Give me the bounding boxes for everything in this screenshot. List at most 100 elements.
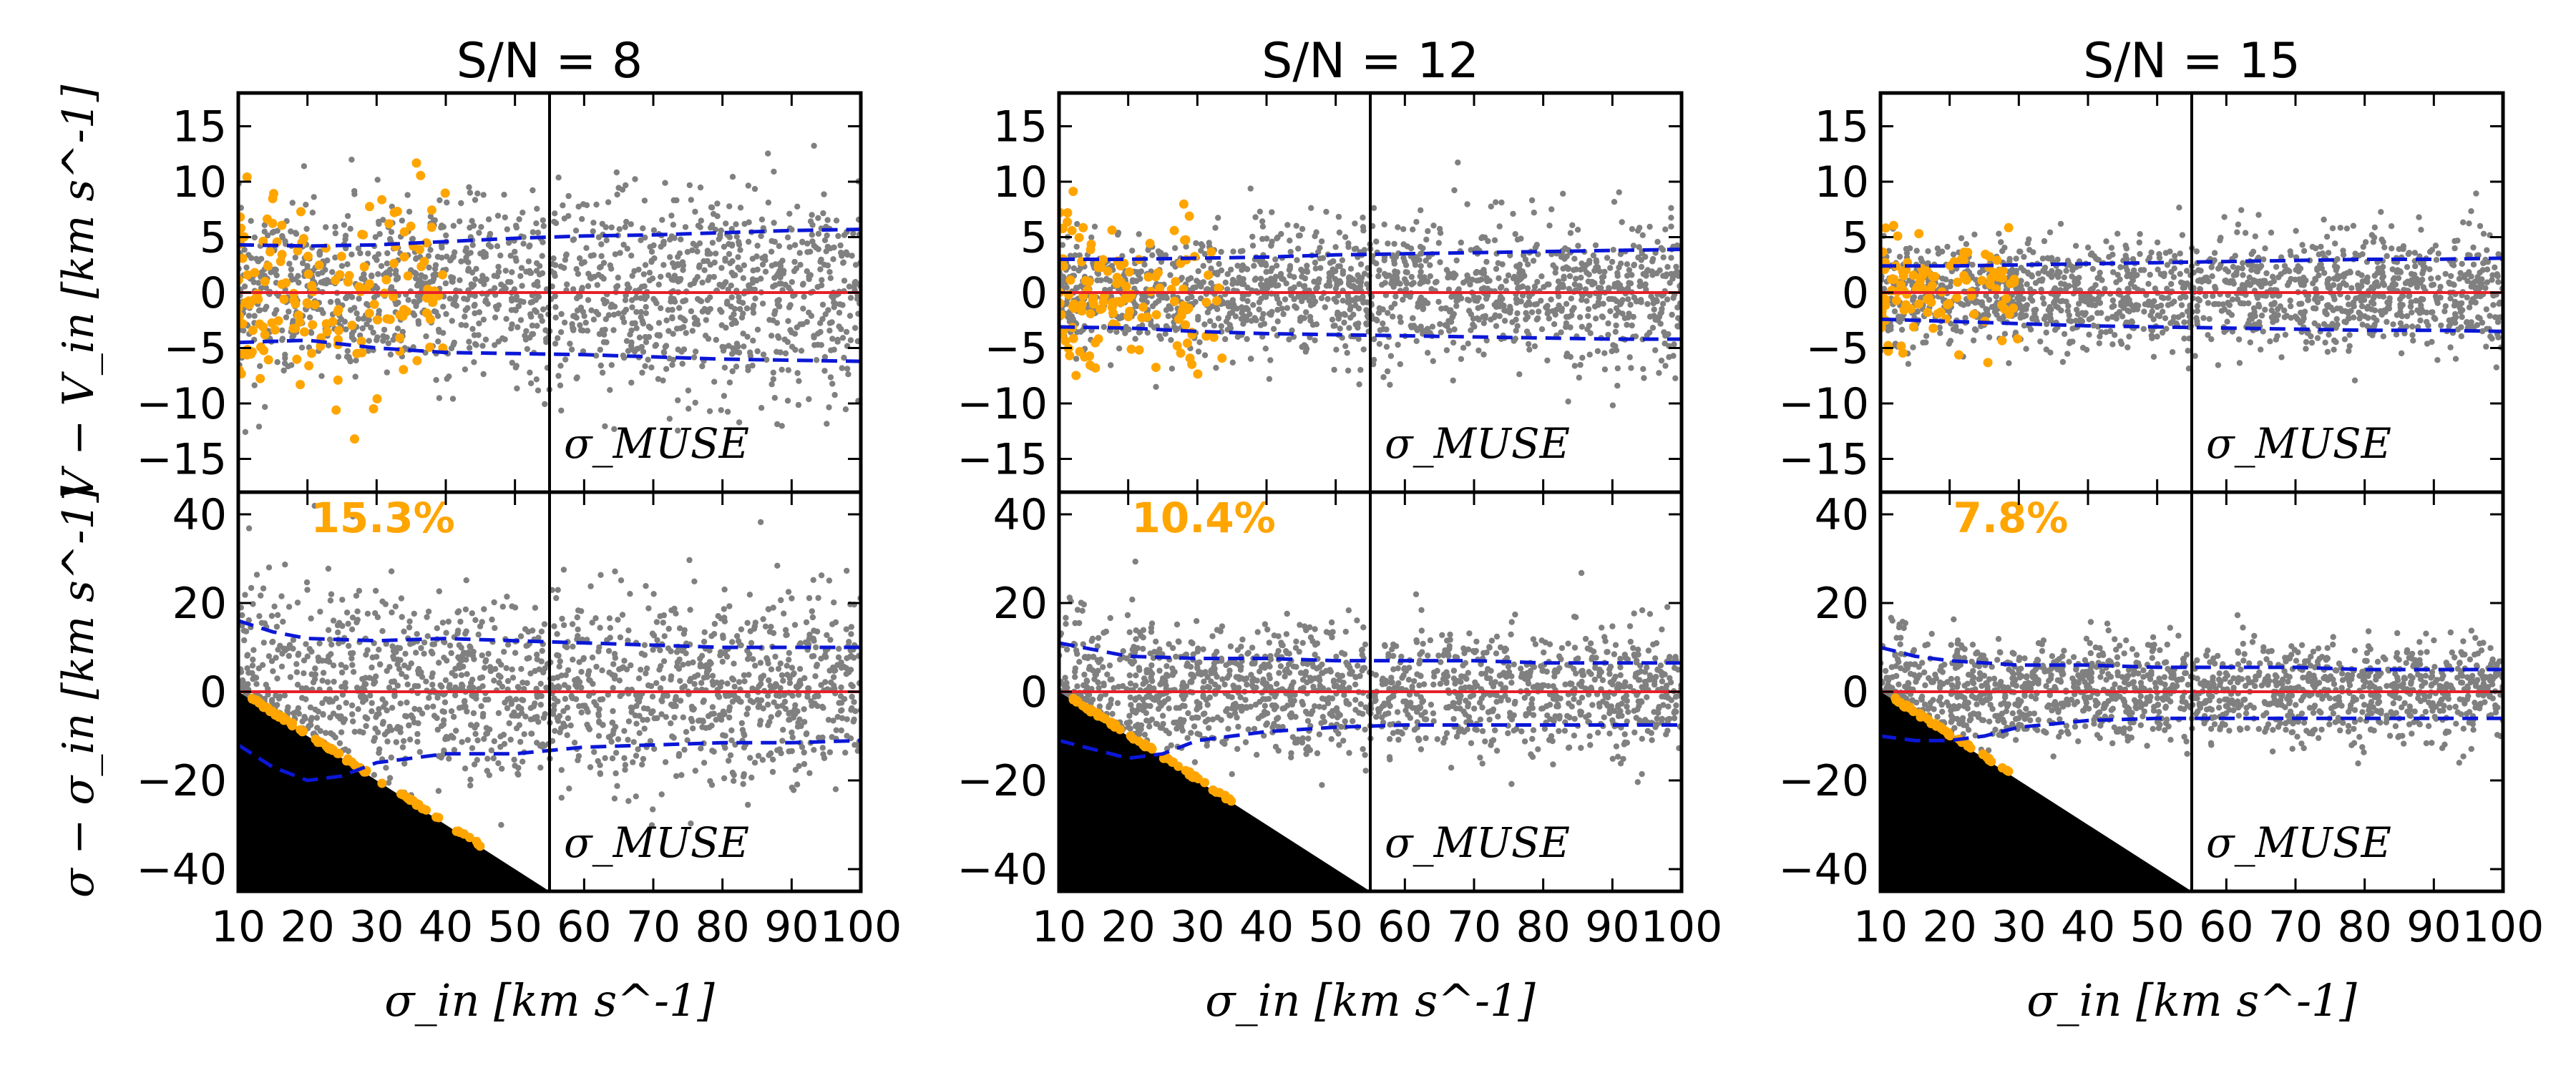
scatter-point xyxy=(1385,310,1391,316)
scatter-point xyxy=(799,321,806,328)
scatter-point xyxy=(1222,335,1229,343)
scatter-point xyxy=(643,583,649,589)
scatter-point xyxy=(612,723,619,730)
scatter-point xyxy=(605,199,612,205)
scatter-point xyxy=(570,656,576,663)
scatter-point xyxy=(1249,233,1256,240)
scatter-point xyxy=(1287,273,1293,279)
highlight-point xyxy=(1086,240,1096,249)
scatter-point xyxy=(585,297,592,303)
scatter-point xyxy=(608,301,615,308)
scatter-point xyxy=(831,682,837,689)
highlight-point xyxy=(426,205,436,215)
scatter-point xyxy=(399,744,406,750)
scatter-point xyxy=(735,695,741,702)
scatter-point xyxy=(1544,310,1551,317)
scatter-point xyxy=(690,240,696,247)
scatter-point xyxy=(829,293,835,300)
scatter-point xyxy=(1352,302,1359,309)
scatter-point xyxy=(1468,311,1475,318)
scatter-point xyxy=(474,737,481,744)
highlight-point xyxy=(1112,297,1122,307)
scatter-point xyxy=(332,254,338,261)
scatter-point xyxy=(469,325,476,332)
scatter-point xyxy=(615,617,621,623)
scatter-point xyxy=(383,765,389,771)
scatter-point xyxy=(1114,231,1121,238)
scatter-point xyxy=(1273,263,1280,269)
scatter-point xyxy=(743,711,750,717)
lower-envelope-line xyxy=(1059,325,1682,341)
scatter-point xyxy=(599,667,605,674)
scatter-point xyxy=(821,261,828,268)
scatter-point xyxy=(625,627,632,634)
scatter-point xyxy=(1383,343,1390,350)
scatter-point xyxy=(711,631,718,637)
scatter-point xyxy=(1246,311,1253,318)
scatter-point xyxy=(429,682,436,688)
scatter-point xyxy=(524,346,531,353)
scatter-point xyxy=(325,627,332,633)
scatter-point xyxy=(413,255,419,263)
scatter-point xyxy=(1256,299,1263,305)
scatter-point xyxy=(1450,274,1457,281)
scatter-point xyxy=(750,338,756,344)
highlight-point xyxy=(1201,298,1211,308)
highlight-point xyxy=(382,314,392,324)
scatter-point xyxy=(678,236,684,242)
scatter-point xyxy=(641,725,648,732)
scatter-point xyxy=(304,587,311,593)
scatter-point xyxy=(756,702,763,708)
highlight-point xyxy=(369,299,379,309)
scatter-point xyxy=(1594,348,1601,354)
scatter-point xyxy=(328,641,335,648)
scatter-point xyxy=(576,255,583,262)
scatter-point xyxy=(659,217,665,223)
scatter-point xyxy=(737,205,744,211)
scatter-point xyxy=(459,739,465,745)
scatter-point xyxy=(1625,314,1631,320)
scatter-point xyxy=(746,283,753,290)
scatter-point xyxy=(619,612,626,618)
scatter-point xyxy=(633,692,640,699)
scatter-point xyxy=(1556,293,1562,300)
scatter-point xyxy=(423,678,429,685)
scatter-point xyxy=(482,250,489,257)
scatter-point xyxy=(1318,238,1325,245)
scatter-point xyxy=(1450,377,1456,384)
scatter-point xyxy=(747,353,754,359)
scatter-point xyxy=(1473,270,1479,276)
scatter-point xyxy=(739,727,746,733)
scatter-point xyxy=(526,655,532,661)
scatter-point xyxy=(760,351,767,358)
scatter-point xyxy=(633,325,640,331)
scatter-point xyxy=(680,714,686,720)
scatter-point xyxy=(840,259,847,265)
scatter-point xyxy=(303,685,309,692)
scatter-point xyxy=(697,224,703,230)
scatter-point xyxy=(777,260,784,267)
scatter-point xyxy=(1445,286,1453,293)
scatter-point xyxy=(830,717,836,724)
scatter-point xyxy=(664,692,670,699)
scatter-point xyxy=(635,746,641,753)
scatter-point xyxy=(786,748,792,755)
scatter-point xyxy=(1446,327,1453,334)
scatter-point xyxy=(701,267,708,273)
scatter-point xyxy=(364,647,371,653)
scatter-point xyxy=(786,680,794,687)
scatter-point xyxy=(757,717,764,724)
scatter-point xyxy=(389,643,396,650)
scatter-point xyxy=(1239,310,1245,316)
scatter-point xyxy=(502,268,509,274)
scatter-point xyxy=(801,706,807,712)
scatter-point xyxy=(744,619,751,626)
scatter-point xyxy=(316,250,323,257)
scatter-point xyxy=(443,310,449,318)
scatter-point xyxy=(338,662,344,668)
scatter-point xyxy=(701,760,708,766)
scatter-point xyxy=(770,376,777,383)
scatter-point xyxy=(1387,353,1395,359)
scatter-point xyxy=(1613,322,1619,329)
y-tick-label: −10 xyxy=(136,379,227,429)
